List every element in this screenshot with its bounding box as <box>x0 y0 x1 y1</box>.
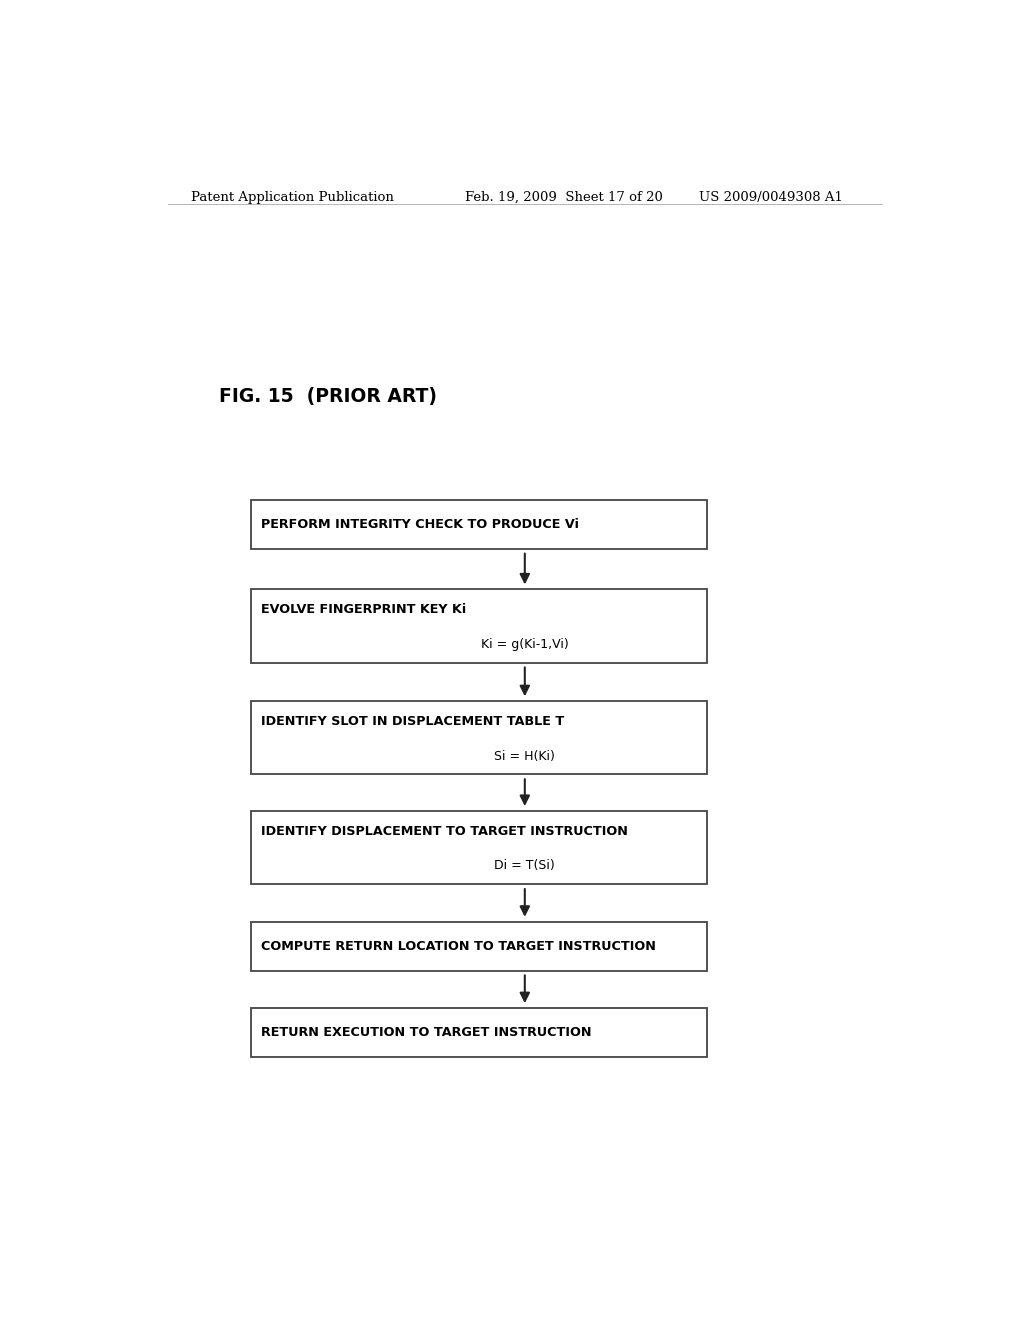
FancyBboxPatch shape <box>251 701 708 775</box>
Text: Ki = g(Ki-1,Vi): Ki = g(Ki-1,Vi) <box>481 638 568 651</box>
FancyBboxPatch shape <box>251 589 708 663</box>
Text: IDENTIFY DISPLACEMENT TO TARGET INSTRUCTION: IDENTIFY DISPLACEMENT TO TARGET INSTRUCT… <box>260 825 628 838</box>
Text: RETURN EXECUTION TO TARGET INSTRUCTION: RETURN EXECUTION TO TARGET INSTRUCTION <box>260 1026 591 1039</box>
Text: Patent Application Publication: Patent Application Publication <box>191 191 394 203</box>
FancyBboxPatch shape <box>251 1008 708 1057</box>
Text: EVOLVE FINGERPRINT KEY Ki: EVOLVE FINGERPRINT KEY Ki <box>260 603 466 616</box>
FancyBboxPatch shape <box>251 810 708 884</box>
Text: COMPUTE RETURN LOCATION TO TARGET INSTRUCTION: COMPUTE RETURN LOCATION TO TARGET INSTRU… <box>260 940 655 953</box>
Text: US 2009/0049308 A1: US 2009/0049308 A1 <box>699 191 844 203</box>
Text: Feb. 19, 2009  Sheet 17 of 20: Feb. 19, 2009 Sheet 17 of 20 <box>465 191 664 203</box>
FancyBboxPatch shape <box>251 921 708 970</box>
Text: Di = T(Si): Di = T(Si) <box>495 859 555 873</box>
Text: IDENTIFY SLOT IN DISPLACEMENT TABLE T: IDENTIFY SLOT IN DISPLACEMENT TABLE T <box>260 715 564 729</box>
Text: FIG. 15  (PRIOR ART): FIG. 15 (PRIOR ART) <box>219 387 437 407</box>
Text: Si = H(Ki): Si = H(Ki) <box>495 750 555 763</box>
FancyBboxPatch shape <box>251 500 708 549</box>
Text: PERFORM INTEGRITY CHECK TO PRODUCE Vi: PERFORM INTEGRITY CHECK TO PRODUCE Vi <box>260 517 579 531</box>
